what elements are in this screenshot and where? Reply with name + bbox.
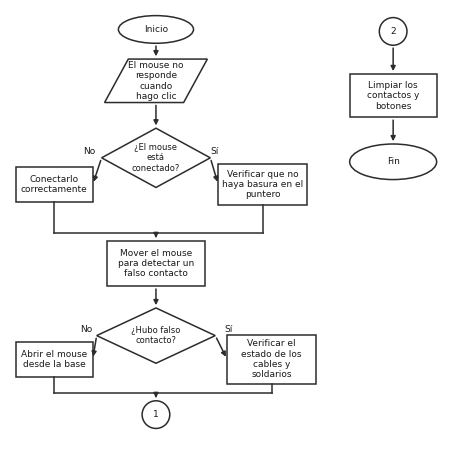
Text: Verificar que no
haya basura en el
puntero: Verificar que no haya basura en el punte… xyxy=(222,170,303,199)
Text: Fin: Fin xyxy=(387,157,400,166)
Text: No: No xyxy=(83,147,96,156)
Text: Sí: Sí xyxy=(210,147,219,156)
Bar xyxy=(107,241,205,286)
Text: 1: 1 xyxy=(153,410,159,419)
Text: Limpiar los
contactos y
botones: Limpiar los contactos y botones xyxy=(367,81,419,110)
Bar xyxy=(350,74,437,117)
Text: Conectarlo
correctamente: Conectarlo correctamente xyxy=(21,175,88,194)
Text: Abrir el mouse
desde la base: Abrir el mouse desde la base xyxy=(21,350,87,369)
Text: 2: 2 xyxy=(390,27,396,36)
Text: Inicio: Inicio xyxy=(144,25,168,34)
Text: Verificar el
estado de los
cables y
soldarios: Verificar el estado de los cables y sold… xyxy=(241,339,302,379)
Text: El mouse no
responde
cuando
hago clic: El mouse no responde cuando hago clic xyxy=(128,61,184,101)
Bar xyxy=(227,335,316,384)
Text: Sí: Sí xyxy=(224,325,232,334)
Text: ¿Hubo falso
contacto?: ¿Hubo falso contacto? xyxy=(131,326,181,345)
Bar xyxy=(218,164,307,205)
Bar xyxy=(16,342,93,377)
Text: ¿El mouse
está
conectado?: ¿El mouse está conectado? xyxy=(132,143,180,173)
Text: No: No xyxy=(80,325,92,334)
Bar xyxy=(16,167,93,202)
Text: Mover el mouse
para detectar un
falso contacto: Mover el mouse para detectar un falso co… xyxy=(118,249,194,278)
